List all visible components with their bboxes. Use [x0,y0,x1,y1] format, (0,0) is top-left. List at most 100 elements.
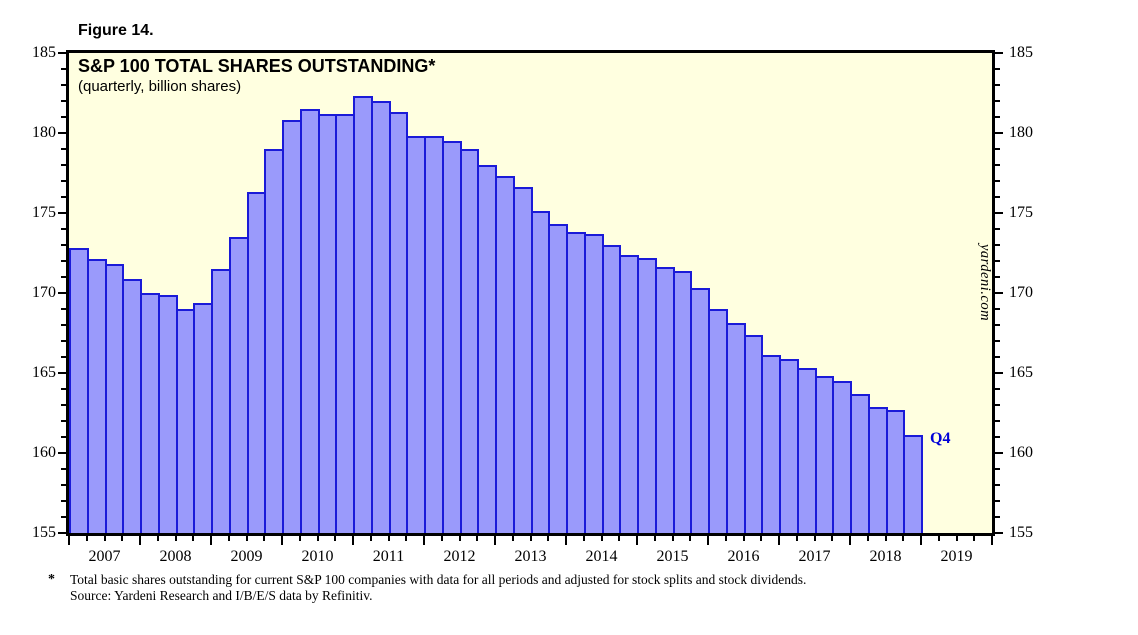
y-axis-label-right-170: 170 [1009,284,1033,301]
x-year-label-2017: 2017 [798,548,831,565]
x-tick-major [707,536,709,545]
footnote-line2: Source: Yardeni Research and I/B/E/S dat… [70,588,373,603]
y-axis-label-right-175: 175 [1009,204,1033,221]
x-tick-major [778,536,780,545]
y-tick-left-176 [61,196,66,198]
y-tick-left-174 [61,228,66,230]
y-axis-label-right-165: 165 [1009,364,1033,381]
y-tick-right-181 [995,116,1000,118]
y-tick-left-169 [61,308,66,310]
y-tick-left-183 [61,84,66,86]
x-year-label-2014: 2014 [585,548,618,565]
x-year-label-2009: 2009 [230,548,263,565]
y-axis-label-left-175: 175 [32,204,56,221]
x-tick-major [281,536,283,545]
y-tick-left-161 [61,436,66,438]
x-tick-minor [813,536,816,541]
y-tick-left-158 [61,484,66,486]
x-tick-minor [884,536,887,541]
x-tick-major [139,536,141,545]
x-tick-major [210,536,212,545]
x-tick-minor [618,536,621,541]
y-tick-left-160 [58,452,66,454]
x-tick-minor [973,536,976,541]
x-year-label-2013: 2013 [514,548,547,565]
y-tick-right-164 [995,388,1000,390]
x-year-label-2011: 2011 [372,548,405,565]
y-tick-left-167 [61,340,66,342]
x-year-label-2018: 2018 [869,548,902,565]
y-tick-right-162 [995,420,1000,422]
y-tick-left-164 [61,388,66,390]
x-tick-minor [742,536,745,541]
x-tick-major [849,536,851,545]
x-tick-minor [955,536,958,541]
x-tick-minor [121,536,124,541]
y-tick-left-172 [61,260,66,262]
y-tick-right-166 [995,356,1000,358]
x-year-label-2008: 2008 [159,548,192,565]
y-axis-label-right-180: 180 [1009,124,1033,141]
y-tick-right-179 [995,148,1000,150]
x-tick-major [68,536,70,545]
x-tick-minor [458,536,461,541]
x-year-label-2019: 2019 [940,548,973,565]
footnote-asterisk: * [48,572,55,587]
y-tick-right-159 [995,468,1000,470]
x-tick-minor [263,536,266,541]
x-tick-major [920,536,922,545]
y-axis-label-left-180: 180 [32,124,56,141]
x-tick-minor [387,536,390,541]
y-tick-left-177 [61,180,66,182]
x-tick-minor [192,536,195,541]
chart-title: S&P 100 TOTAL SHARES OUTSTANDING* [78,56,436,76]
x-year-label-2016: 2016 [727,548,760,565]
x-tick-minor [316,536,319,541]
y-tick-right-156 [995,516,1000,518]
footnote: * Total basic shares outstanding for cur… [48,572,1088,604]
y-tick-left-168 [61,324,66,326]
y-tick-right-182 [995,100,1000,102]
y-tick-right-184 [995,68,1000,70]
y-tick-right-167 [995,340,1000,342]
footnote-line1: Total basic shares outstanding for curre… [70,572,807,587]
y-tick-left-155 [58,532,66,534]
y-tick-right-170 [995,292,1003,294]
y-tick-left-163 [61,404,66,406]
x-tick-minor [298,536,301,541]
chart-subtitle: (quarterly, billion shares) [78,78,242,95]
y-tick-right-183 [995,84,1000,86]
y-tick-left-184 [61,68,66,70]
x-tick-minor [174,536,177,541]
x-tick-minor [440,536,443,541]
x-tick-minor [937,536,940,541]
x-tick-minor [653,536,656,541]
y-tick-left-166 [61,356,66,358]
y-tick-left-180 [58,132,66,134]
y-tick-left-181 [61,116,66,118]
x-year-label-2012: 2012 [443,548,476,565]
y-tick-left-182 [61,100,66,102]
y-tick-right-168 [995,324,1000,326]
x-tick-major [423,536,425,545]
y-tick-right-178 [995,164,1000,166]
y-tick-left-173 [61,244,66,246]
y-axis-label-left-155: 155 [32,524,56,541]
y-tick-right-158 [995,484,1000,486]
y-axis-label-right-155: 155 [1009,524,1033,541]
y-tick-right-174 [995,228,1000,230]
x-tick-minor [103,536,106,541]
x-tick-minor [227,536,230,541]
x-tick-minor [724,536,727,541]
y-tick-right-155 [995,532,1003,534]
y-tick-right-176 [995,196,1000,198]
x-tick-minor [689,536,692,541]
y-tick-right-160 [995,452,1003,454]
y-axis-label-left-185: 185 [32,44,56,61]
x-tick-minor [866,536,869,541]
x-year-label-2010: 2010 [301,548,334,565]
y-tick-left-170 [58,292,66,294]
y-tick-left-178 [61,164,66,166]
y-tick-left-157 [61,500,66,502]
